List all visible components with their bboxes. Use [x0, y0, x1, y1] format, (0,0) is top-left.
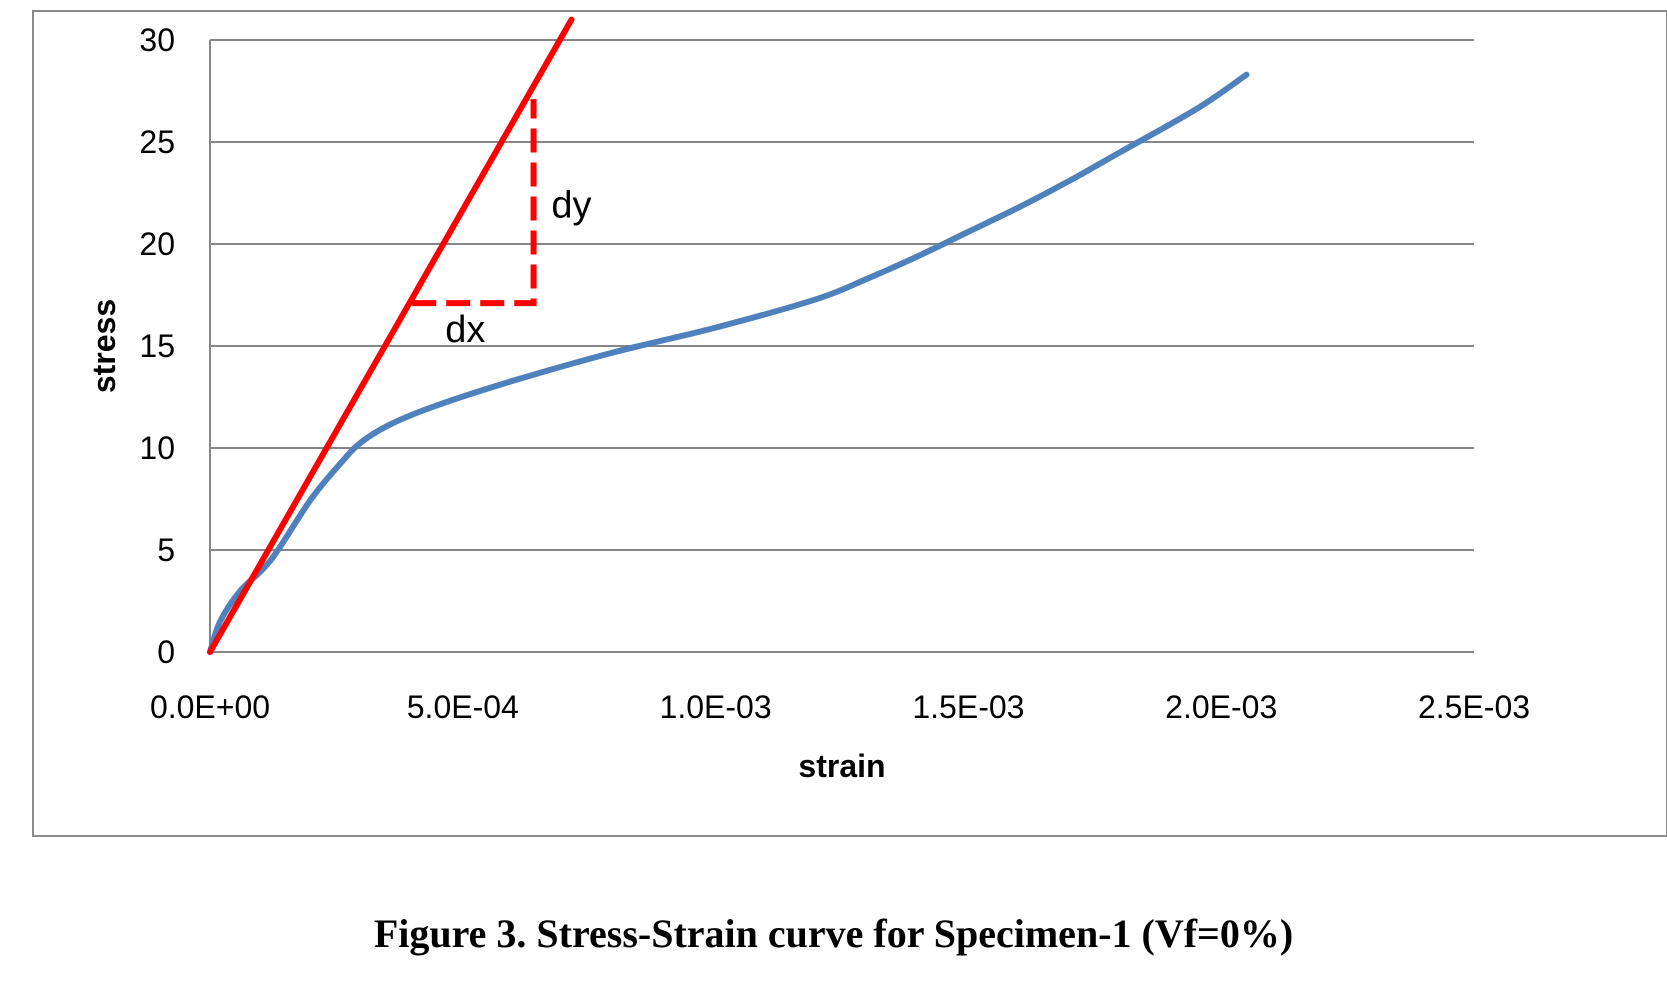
x-tick-label: 1.5E-03: [912, 689, 1024, 725]
tangent-line: [207, 16, 575, 655]
y-tick-label: 15: [139, 328, 175, 364]
x-axis-title: strain: [798, 748, 885, 784]
y-tick-label: 0: [157, 634, 175, 670]
x-tick-label: 2.5E-03: [1418, 689, 1530, 725]
slope-triangle-dashed-line: [412, 99, 537, 307]
annotation-dy: dy: [551, 184, 591, 226]
stress-strain-series-line: [207, 71, 1250, 655]
x-tick-labels: 0.0E+00 5.0E-04 1.0E-03 1.5E-03 2.0E-03 2.5E-…: [150, 689, 1530, 725]
series-lines: [207, 16, 1250, 655]
x-tick-label: 1.0E-03: [660, 689, 772, 725]
figure-caption: Figure 3. Stress-Strain curve for Specim…: [373, 911, 1294, 956]
y-tick-labels: 0 5 10 15 20 25 30: [139, 22, 175, 670]
x-tick-label: 0.0E+00: [150, 689, 270, 725]
gridlines: [210, 39, 1474, 653]
x-tick-label: 5.0E-04: [407, 689, 519, 725]
y-tick-label: 10: [139, 430, 175, 466]
annotation-dx: dx: [445, 309, 485, 351]
y-tick-label: 5: [157, 532, 175, 568]
y-tick-label: 20: [139, 226, 175, 262]
x-tick-label: 2.0E-03: [1165, 689, 1277, 725]
y-axis-title: stress: [86, 299, 122, 393]
chart-frame: [32, 10, 1667, 837]
y-tick-label: 25: [139, 124, 175, 160]
slope-triangle: [412, 99, 537, 307]
y-tick-label: 30: [139, 22, 175, 58]
annotations: dx dy: [445, 184, 591, 350]
